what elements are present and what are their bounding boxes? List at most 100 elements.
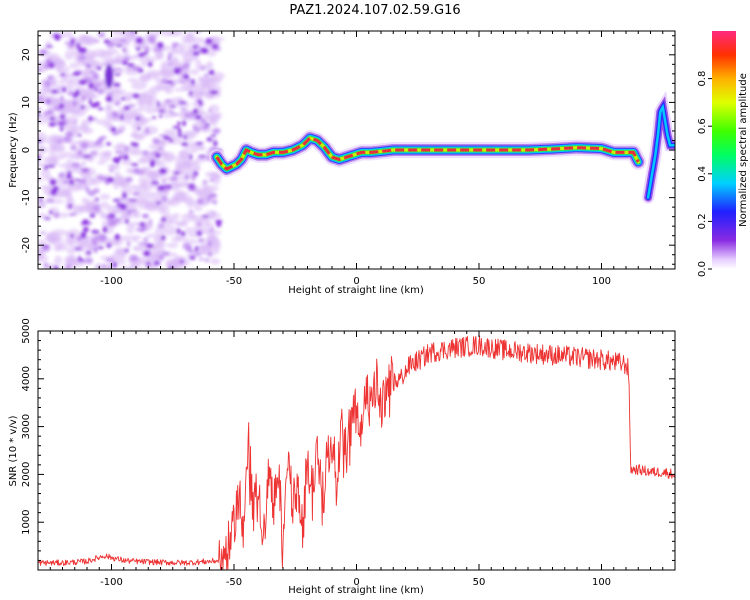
spectrogram-y-tick-label: 20	[21, 48, 32, 61]
noise-halo-blob	[205, 230, 222, 235]
noise-blob	[189, 255, 196, 260]
noise-halo-blob	[189, 68, 200, 76]
noise-blob	[121, 97, 126, 101]
noise-halo-blob	[209, 258, 220, 265]
noise-halo-blob	[185, 38, 192, 44]
noise-blob	[94, 86, 98, 92]
noise-blob	[161, 195, 168, 202]
noise-halo-blob	[112, 208, 120, 215]
noise-halo-blob	[145, 233, 160, 238]
noise-blob	[113, 82, 121, 87]
noise-halo-blob	[162, 225, 178, 236]
noise-halo-blob	[179, 49, 192, 57]
noise-blob	[93, 187, 100, 194]
spectrogram-secondary-ridge	[642, 90, 675, 204]
noise-blob	[127, 198, 133, 203]
noise-halo-blob	[68, 140, 84, 145]
noise-blob	[204, 258, 210, 263]
noise-blob	[182, 63, 190, 69]
noise-halo-blob	[126, 223, 135, 234]
noise-halo-blob	[58, 79, 73, 84]
noise-halo-blob	[38, 177, 44, 182]
noise-halo-blob	[55, 176, 67, 187]
noise-blob	[64, 131, 74, 137]
noise-blob	[145, 127, 150, 135]
noise-halo-blob	[115, 174, 123, 181]
noise-blob	[149, 159, 156, 166]
noise-blob	[197, 155, 207, 158]
noise-blob	[213, 140, 218, 147]
noise-blob	[102, 226, 108, 234]
noise-blob	[177, 133, 183, 138]
snr-x-tick-label: 100	[592, 577, 611, 588]
snr-x-tick-label: -100	[100, 577, 123, 588]
noise-blob	[106, 215, 114, 221]
noise-blob	[46, 164, 56, 168]
noise-blob	[125, 176, 134, 183]
noise-blob	[208, 69, 215, 76]
noise-blob	[173, 67, 182, 75]
noise-blob	[112, 67, 116, 74]
noise-blob	[114, 150, 124, 155]
noise-halo-blob	[46, 156, 59, 165]
noise-halo-blob	[198, 187, 207, 195]
noise-blob	[108, 169, 114, 173]
noise-halo-blob	[65, 83, 74, 92]
noise-blob	[68, 212, 74, 217]
noise-blob	[130, 163, 139, 167]
noise-blob	[157, 147, 164, 150]
noise-halo-blob	[191, 37, 205, 44]
noise-blob	[58, 172, 65, 178]
noise-blob	[60, 126, 64, 132]
noise-blob	[189, 250, 197, 253]
noise-blob	[192, 108, 199, 115]
noise-blob	[72, 100, 77, 107]
snr-x-axis-label: Height of straight line (km)	[288, 585, 424, 596]
noise-blob	[123, 154, 129, 161]
noise-halo-blob	[108, 57, 124, 65]
noise-blob	[115, 100, 120, 107]
noise-halo-blob	[111, 165, 119, 170]
noise-halo-blob	[161, 70, 176, 80]
noise-halo-blob	[69, 62, 79, 69]
noise-blob	[178, 101, 187, 105]
noise-halo-blob	[161, 60, 174, 68]
noise-halo-blob	[131, 81, 147, 91]
noise-halo-blob	[166, 242, 179, 249]
noise-halo-blob	[128, 212, 138, 218]
noise-blob	[94, 101, 101, 107]
noise-blob	[88, 70, 96, 74]
noise-blob	[65, 41, 69, 45]
noise-blob	[195, 141, 204, 146]
noise-halo-blob	[187, 232, 200, 238]
noise-blob	[194, 245, 199, 252]
noise-blob	[118, 129, 123, 134]
noise-halo-blob	[206, 48, 217, 57]
noise-blob	[156, 100, 160, 108]
noise-blob	[192, 124, 197, 130]
noise-halo-blob	[60, 212, 69, 219]
noise-blob	[77, 255, 82, 262]
noise-halo-blob	[38, 249, 46, 260]
noise-halo-blob	[172, 156, 186, 161]
noise-halo-blob	[129, 149, 144, 156]
noise-blob	[168, 266, 173, 269]
noise-blob	[88, 98, 93, 105]
noise-blob	[143, 250, 151, 257]
noise-halo-blob	[99, 201, 110, 209]
noise-halo-blob	[135, 134, 146, 140]
noise-halo-blob	[198, 244, 210, 252]
noise-halo-blob	[168, 50, 181, 55]
noise-blob	[141, 150, 149, 156]
noise-blob	[43, 99, 51, 104]
noise-blob	[95, 235, 100, 241]
noise-blob	[90, 150, 99, 155]
noise-halo-blob	[73, 107, 86, 117]
noise-blob	[38, 68, 43, 72]
colorbar-tick-label: 0.0	[697, 261, 708, 277]
noise-blob	[81, 169, 89, 173]
noise-blob	[75, 89, 80, 97]
colorbar-tick-label: 0.8	[697, 71, 708, 87]
noise-blob	[142, 237, 149, 242]
noise-blob	[210, 134, 217, 137]
